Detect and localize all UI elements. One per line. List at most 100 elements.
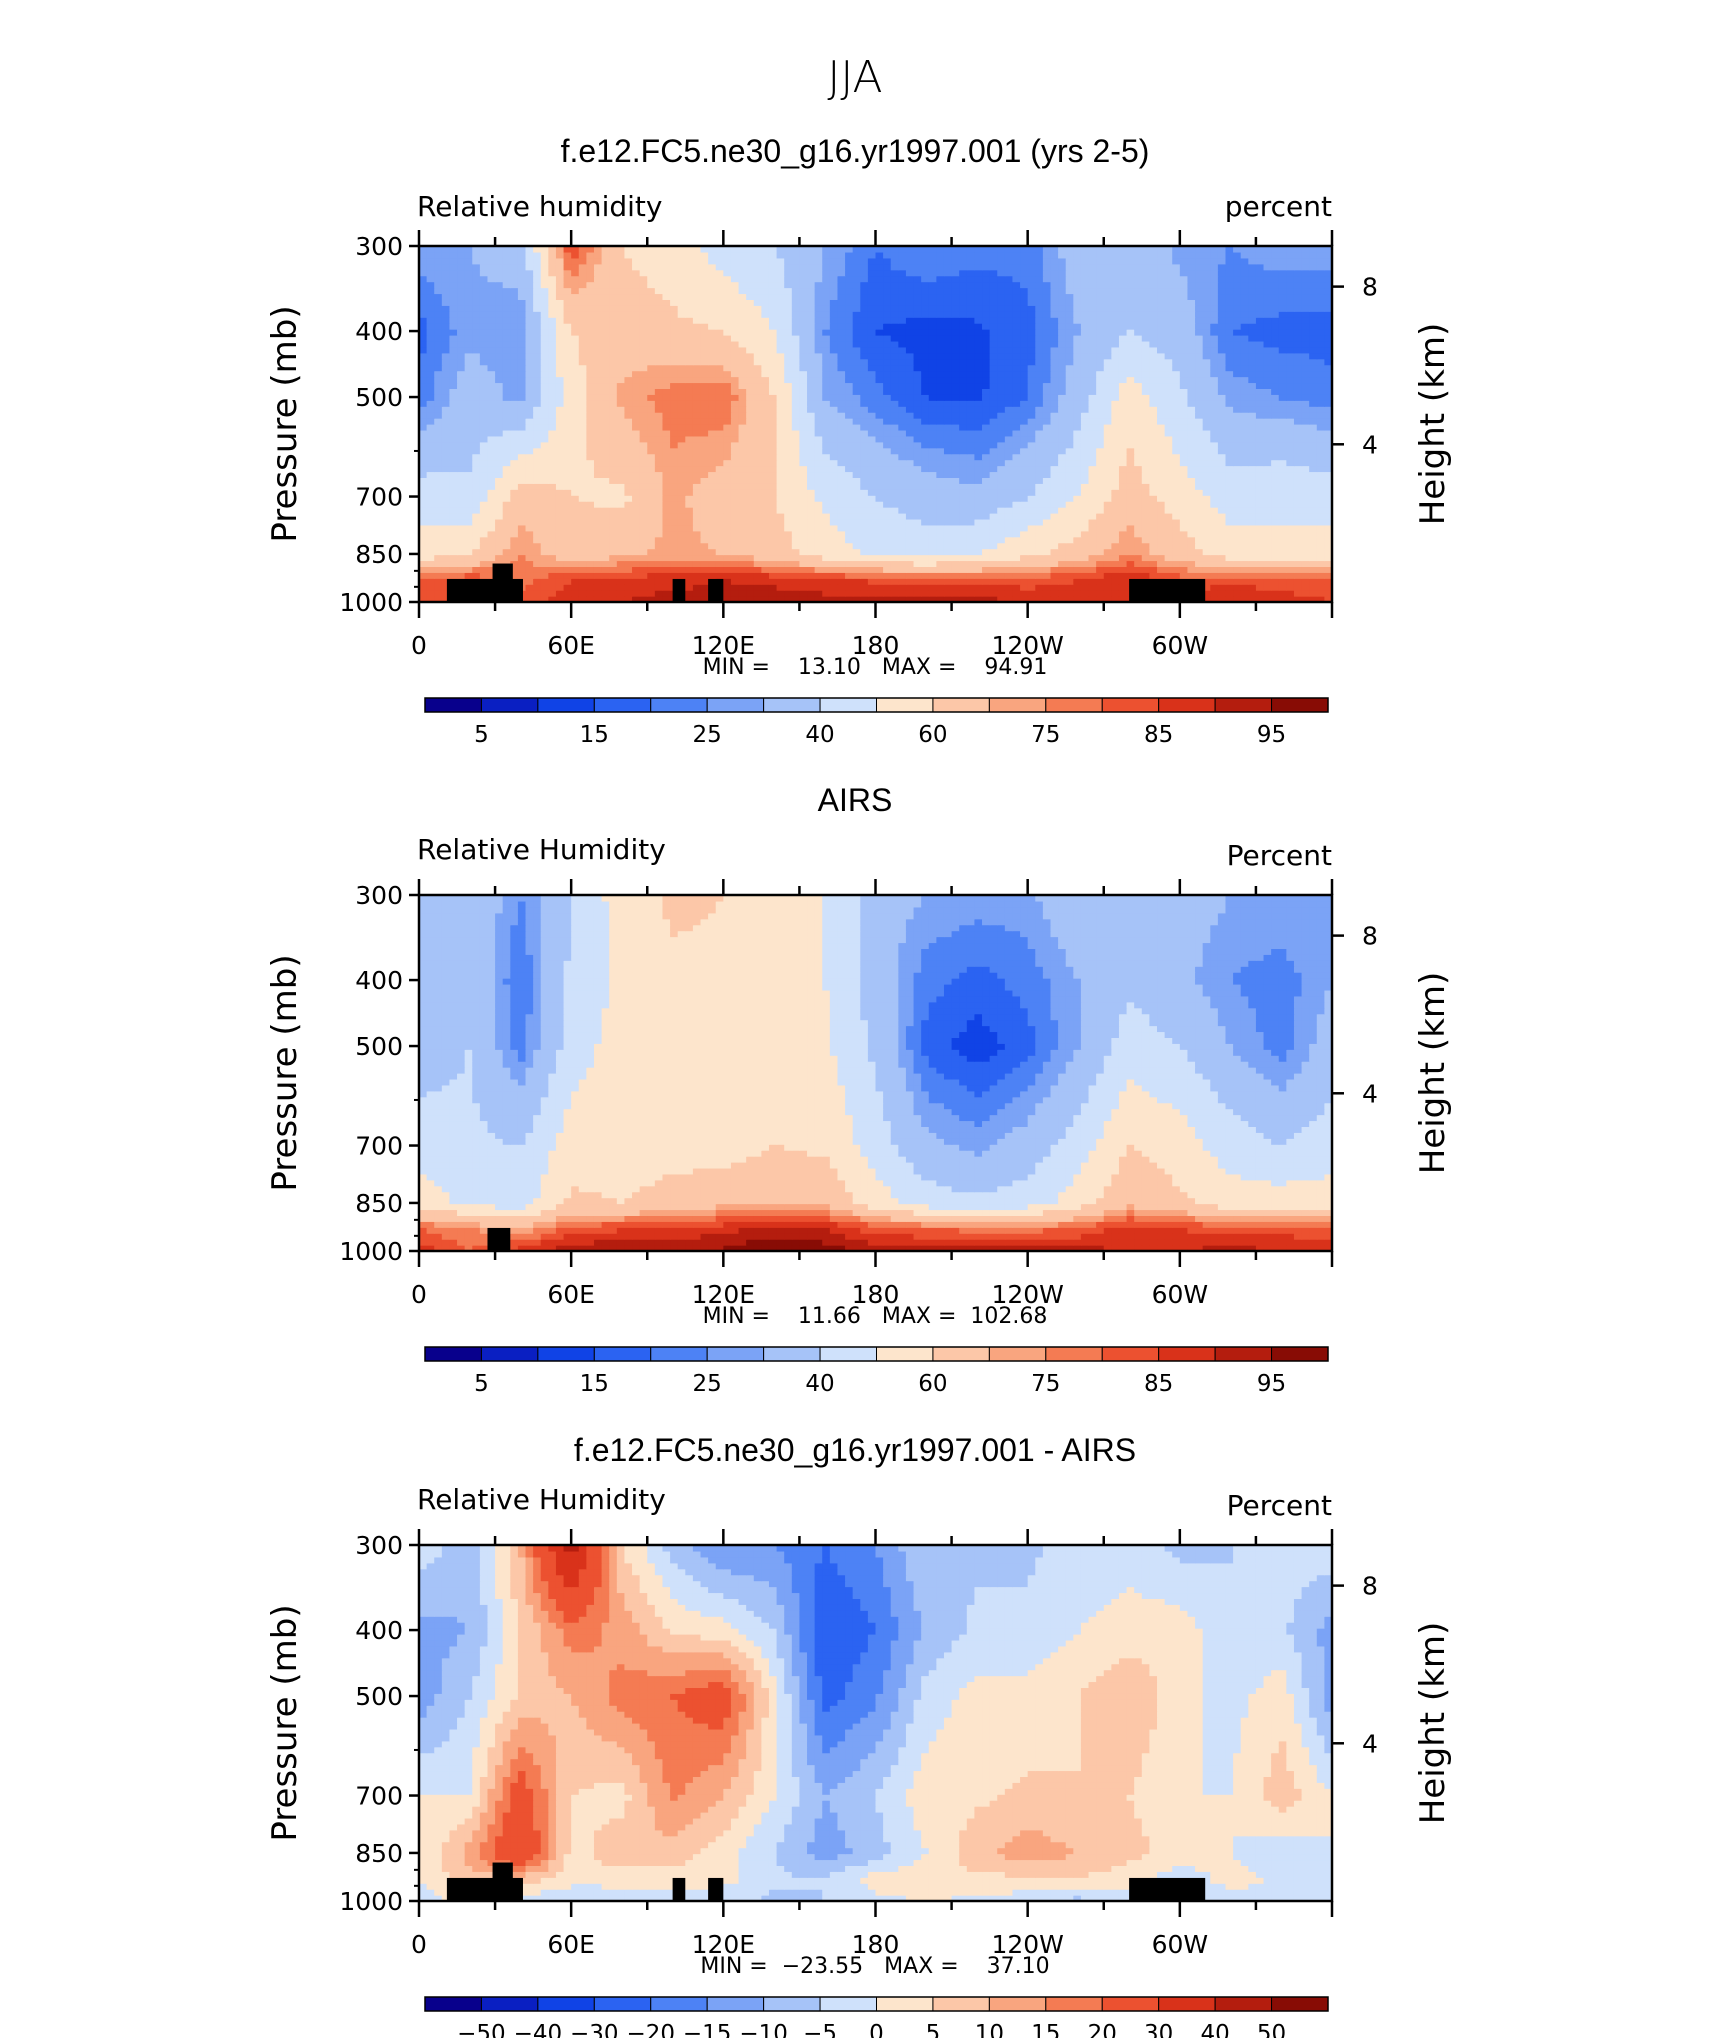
heatmap-cell: [974, 447, 983, 455]
heatmap-cell: [1179, 477, 1189, 484]
heatmap-cell: [563, 495, 572, 502]
heatmap-cell: [799, 465, 808, 473]
heatmap-cell: [860, 513, 869, 520]
heatmap-cell: [913, 441, 922, 449]
heatmap-cell: [845, 418, 854, 425]
heatmap-cell: [1080, 382, 1090, 389]
heatmap-cell: [662, 542, 671, 550]
heatmap-cell: [1301, 530, 1310, 538]
heatmap-cell: [1134, 501, 1143, 508]
heatmap-cell: [578, 352, 587, 360]
heatmap-cell: [799, 524, 808, 532]
heatmap-cell: [966, 477, 976, 484]
heatmap-cell: [746, 572, 755, 579]
heatmap-cell: [700, 453, 709, 461]
heatmap-cell: [1301, 489, 1310, 496]
heatmap-cell: [1210, 518, 1219, 526]
heatmap-cell: [1042, 536, 1052, 544]
heatmap-cell: [1255, 566, 1265, 573]
heatmap-cell: [974, 358, 983, 366]
heatmap-cell: [837, 566, 846, 573]
heatmap-cell: [449, 388, 458, 395]
heatmap-cell: [1172, 560, 1181, 567]
heatmap-cell: [1240, 536, 1249, 544]
heatmap-cell: [1172, 554, 1181, 562]
heatmap-cell: [1157, 400, 1166, 407]
heatmap-cell: [1240, 542, 1249, 550]
heatmap-cell: [1316, 513, 1325, 520]
heatmap-cell: [1042, 596, 1052, 602]
heatmap-cell: [730, 453, 740, 461]
heatmap-cell: [510, 560, 519, 567]
heatmap-cell: [487, 352, 496, 360]
heatmap-cell: [776, 459, 785, 467]
heatmap-cell: [1263, 507, 1272, 514]
heatmap-cell: [1172, 471, 1181, 478]
heatmap-cell: [517, 483, 527, 490]
heatmap-cell: [1035, 406, 1044, 413]
heatmap-cell: [1217, 435, 1227, 443]
heatmap-cell: [601, 370, 610, 378]
heatmap-cell: [807, 596, 816, 602]
heatmap-cell: [1233, 548, 1242, 556]
heatmap-cell: [662, 530, 671, 538]
heatmap-cell: [692, 465, 702, 473]
heatmap-cell: [822, 489, 831, 496]
heatmap-cell: [571, 578, 580, 585]
heatmap-cell: [1164, 412, 1173, 419]
heatmap-cell: [441, 513, 451, 520]
heatmap-cell: [479, 400, 489, 407]
heatmap-cell: [799, 358, 808, 366]
heatmap-cell: [677, 418, 686, 425]
heatmap-cell: [997, 406, 1006, 413]
heatmap-cell: [1027, 530, 1036, 538]
heatmap-cell: [1027, 441, 1036, 449]
heatmap-cell: [799, 507, 808, 514]
heatmap-cell: [472, 560, 481, 567]
heatmap-cell: [1035, 524, 1044, 532]
heatmap-cell: [1301, 471, 1310, 478]
heatmap-cell: [921, 424, 930, 431]
heatmap-cell: [1255, 554, 1265, 562]
heatmap-cell: [746, 524, 755, 532]
heatmap-cell: [555, 489, 565, 496]
heatmap-cell: [548, 424, 557, 431]
heatmap-cell: [730, 560, 740, 567]
heatmap-cell: [578, 459, 587, 467]
heatmap-cell: [746, 477, 755, 484]
heatmap-cell: [1316, 400, 1325, 407]
heatmap-cell: [730, 501, 740, 508]
heatmap-cell: [997, 376, 1006, 384]
heatmap-cell: [1164, 518, 1173, 526]
heatmap-cell: [936, 412, 945, 419]
heatmap-cell: [883, 471, 892, 478]
heatmap-cell: [472, 513, 481, 520]
heatmap-cell: [860, 524, 869, 532]
heatmap-cell: [807, 424, 816, 431]
heatmap-cell: [890, 418, 899, 425]
heatmap-cell: [692, 388, 702, 395]
heatmap-cell: [525, 400, 534, 407]
heatmap-cell: [860, 424, 869, 431]
heatmap-cell: [768, 536, 778, 544]
heatmap-cell: [898, 524, 907, 532]
heatmap-cell: [472, 412, 481, 419]
heatmap-cell: [1065, 471, 1074, 478]
heatmap-cell: [875, 382, 884, 389]
heatmap-cell: [647, 560, 656, 567]
heatmap-cell: [525, 536, 534, 544]
heatmap-cell: [867, 548, 877, 556]
heatmap-cell: [639, 435, 648, 443]
heatmap-cell: [1164, 471, 1173, 478]
heatmap-cell: [426, 542, 435, 550]
heatmap-cell: [1278, 418, 1287, 425]
heatmap-cell: [1035, 418, 1044, 425]
heatmap-cell: [1240, 376, 1249, 384]
heatmap-cell: [586, 560, 595, 567]
heatmap-cell: [548, 578, 557, 585]
heatmap-cell: [609, 566, 618, 573]
heatmap-cell: [426, 394, 435, 401]
heatmap-cell: [419, 513, 428, 520]
heatmap-cell: [708, 483, 717, 490]
heatmap-cell: [768, 394, 778, 401]
